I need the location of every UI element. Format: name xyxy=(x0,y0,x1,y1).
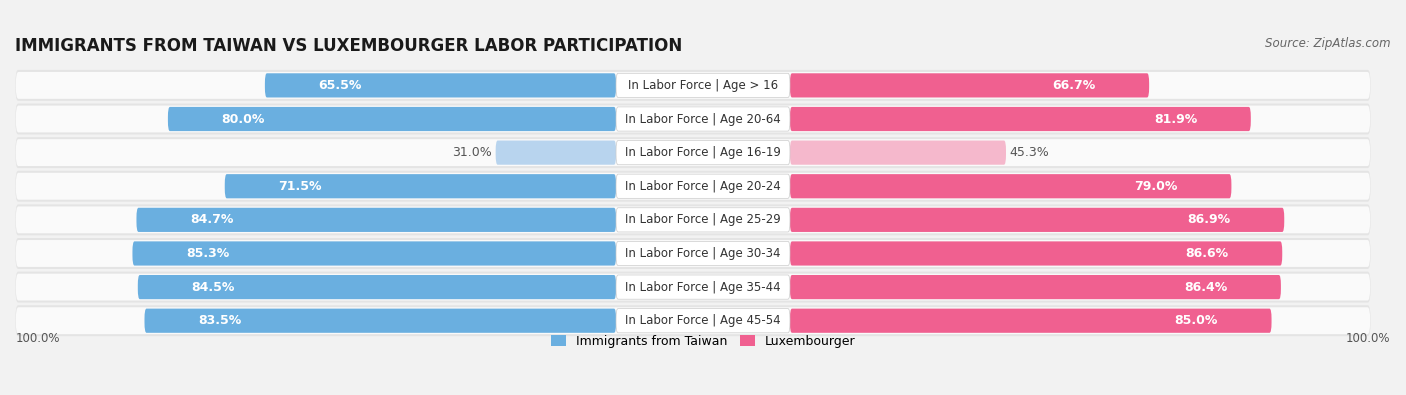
Text: 86.6%: 86.6% xyxy=(1185,247,1229,260)
Text: IMMIGRANTS FROM TAIWAN VS LUXEMBOURGER LABOR PARTICIPATION: IMMIGRANTS FROM TAIWAN VS LUXEMBOURGER L… xyxy=(15,37,683,55)
Text: 84.7%: 84.7% xyxy=(190,213,233,226)
FancyBboxPatch shape xyxy=(616,73,790,98)
FancyBboxPatch shape xyxy=(15,207,1369,233)
FancyBboxPatch shape xyxy=(790,107,1251,131)
Text: 100.0%: 100.0% xyxy=(15,332,60,345)
Text: 31.0%: 31.0% xyxy=(453,146,492,159)
FancyBboxPatch shape xyxy=(790,141,1007,165)
FancyBboxPatch shape xyxy=(15,137,1371,168)
FancyBboxPatch shape xyxy=(15,240,1369,267)
Text: 71.5%: 71.5% xyxy=(278,180,322,193)
FancyBboxPatch shape xyxy=(790,174,1232,198)
Text: In Labor Force | Age 45-54: In Labor Force | Age 45-54 xyxy=(626,314,780,327)
FancyBboxPatch shape xyxy=(136,208,616,232)
Legend: Immigrants from Taiwan, Luxembourger: Immigrants from Taiwan, Luxembourger xyxy=(551,335,855,348)
FancyBboxPatch shape xyxy=(616,275,790,299)
FancyBboxPatch shape xyxy=(496,141,616,165)
FancyBboxPatch shape xyxy=(616,107,790,131)
Text: In Labor Force | Age 35-44: In Labor Force | Age 35-44 xyxy=(626,280,780,293)
FancyBboxPatch shape xyxy=(264,73,616,98)
FancyBboxPatch shape xyxy=(15,70,1371,101)
FancyBboxPatch shape xyxy=(225,174,616,198)
Text: 45.3%: 45.3% xyxy=(1010,146,1049,159)
Text: 86.4%: 86.4% xyxy=(1184,280,1227,293)
FancyBboxPatch shape xyxy=(15,103,1371,134)
Text: 81.9%: 81.9% xyxy=(1154,113,1198,126)
FancyBboxPatch shape xyxy=(15,238,1371,269)
FancyBboxPatch shape xyxy=(15,307,1369,334)
Text: 100.0%: 100.0% xyxy=(1346,332,1391,345)
Text: In Labor Force | Age 30-34: In Labor Force | Age 30-34 xyxy=(626,247,780,260)
Text: 85.3%: 85.3% xyxy=(186,247,229,260)
Text: 65.5%: 65.5% xyxy=(318,79,361,92)
Text: In Labor Force | Age 20-24: In Labor Force | Age 20-24 xyxy=(626,180,780,193)
FancyBboxPatch shape xyxy=(790,241,1282,265)
FancyBboxPatch shape xyxy=(790,275,1281,299)
FancyBboxPatch shape xyxy=(132,241,616,265)
FancyBboxPatch shape xyxy=(616,174,790,198)
Text: 79.0%: 79.0% xyxy=(1135,180,1178,193)
FancyBboxPatch shape xyxy=(790,73,1149,98)
FancyBboxPatch shape xyxy=(15,171,1371,202)
FancyBboxPatch shape xyxy=(15,305,1371,336)
Text: In Labor Force | Age 16-19: In Labor Force | Age 16-19 xyxy=(626,146,780,159)
FancyBboxPatch shape xyxy=(15,173,1369,200)
FancyBboxPatch shape xyxy=(616,308,790,333)
FancyBboxPatch shape xyxy=(616,141,790,165)
Text: In Labor Force | Age > 16: In Labor Force | Age > 16 xyxy=(628,79,778,92)
FancyBboxPatch shape xyxy=(790,208,1284,232)
FancyBboxPatch shape xyxy=(15,204,1371,235)
Text: 85.0%: 85.0% xyxy=(1174,314,1218,327)
FancyBboxPatch shape xyxy=(790,308,1271,333)
Text: Source: ZipAtlas.com: Source: ZipAtlas.com xyxy=(1265,37,1391,50)
Text: 84.5%: 84.5% xyxy=(191,280,235,293)
Text: 80.0%: 80.0% xyxy=(221,113,264,126)
FancyBboxPatch shape xyxy=(138,275,616,299)
Text: In Labor Force | Age 25-29: In Labor Force | Age 25-29 xyxy=(626,213,780,226)
FancyBboxPatch shape xyxy=(616,241,790,265)
FancyBboxPatch shape xyxy=(167,107,616,131)
Text: 86.9%: 86.9% xyxy=(1188,213,1230,226)
FancyBboxPatch shape xyxy=(15,139,1369,166)
Text: 83.5%: 83.5% xyxy=(198,314,242,327)
Text: In Labor Force | Age 20-64: In Labor Force | Age 20-64 xyxy=(626,113,780,126)
FancyBboxPatch shape xyxy=(15,72,1369,99)
Text: 66.7%: 66.7% xyxy=(1052,79,1095,92)
FancyBboxPatch shape xyxy=(616,208,790,232)
FancyBboxPatch shape xyxy=(15,272,1371,303)
FancyBboxPatch shape xyxy=(15,105,1369,132)
FancyBboxPatch shape xyxy=(145,308,616,333)
FancyBboxPatch shape xyxy=(15,274,1369,301)
